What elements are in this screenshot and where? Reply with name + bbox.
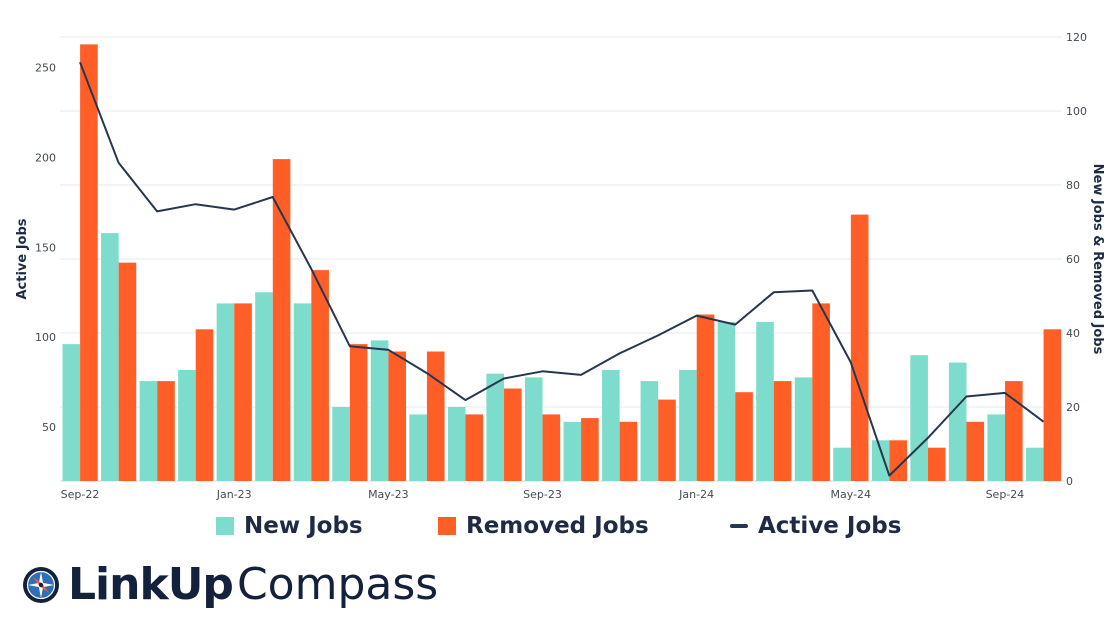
new-jobs-bar — [332, 407, 350, 481]
legend-item-removed-jobs: Removed Jobs — [438, 506, 649, 546]
new-jobs-bar — [948, 362, 967, 481]
left-axis-ticks: 50 100 150 200 250 — [35, 62, 56, 435]
removed-jobs-bar — [157, 381, 175, 481]
new-jobs-bar — [216, 303, 235, 481]
right-axis-ticks: 0 20 40 60 80 100 120 — [1066, 31, 1087, 488]
brand-wordmark: LinkUpCompass — [68, 560, 438, 610]
new-jobs-bar — [871, 440, 890, 481]
left-axis-tick-label: 100 — [35, 331, 56, 344]
line-series — [79, 61, 1045, 477]
x-axis-tick-label: Sep-24 — [986, 488, 1025, 501]
removed-jobs-bar — [619, 421, 638, 481]
removed-jobs-bar — [927, 447, 946, 481]
brand-name-light: Compass — [236, 559, 439, 610]
removed-jobs-bar — [195, 329, 214, 481]
new-jobs-bar — [602, 370, 620, 481]
combo-chart: Sep-22 Jan-23 May-23 Sep-23 Jan-24 May-24 Sep-… — [15, 31, 1105, 501]
new-jobs-bar — [717, 321, 736, 481]
removed-jobs-swatch — [438, 517, 456, 535]
legend-item-new-jobs: New Jobs — [216, 506, 363, 546]
removed-jobs-bar — [388, 351, 407, 481]
removed-jobs-bar — [658, 399, 676, 481]
legend-label-removed-jobs: Removed Jobs — [466, 513, 649, 539]
active-jobs-swatch — [730, 524, 748, 528]
brand-name-bold: LinkUp — [68, 559, 234, 610]
brand-logo: LinkUpCompass — [22, 560, 438, 610]
chart-legend: New Jobs Removed Jobs Active Jobs — [0, 506, 1120, 546]
compass-icon — [23, 567, 59, 603]
new-jobs-swatch — [216, 517, 234, 535]
active-jobs-line — [79, 61, 1045, 477]
removed-jobs-bar — [735, 392, 753, 481]
right-axis-tick-label: 120 — [1066, 31, 1087, 44]
x-axis-tick-label: Jan-23 — [216, 488, 252, 501]
removed-jobs-bar — [118, 262, 137, 481]
removed-jobs-bar — [850, 214, 869, 481]
removed-jobs-bar — [80, 44, 98, 482]
new-jobs-bar — [910, 355, 928, 481]
new-jobs-bar — [447, 407, 466, 481]
removed-jobs-bar — [504, 388, 522, 481]
x-axis-tick-label: Sep-23 — [523, 488, 562, 501]
removed-jobs-bar — [773, 381, 792, 481]
removed-jobs-bar — [966, 421, 985, 481]
removed-jobs-bar — [311, 270, 329, 481]
x-axis-tick-label: May-24 — [831, 488, 872, 501]
left-axis-tick-label: 250 — [35, 62, 56, 75]
removed-jobs-bar — [812, 303, 830, 481]
removed-jobs-bar — [1043, 329, 1062, 481]
x-axis-ticks: Sep-22 Jan-23 May-23 Sep-23 Jan-24 May-24 Sep-… — [61, 488, 1025, 501]
right-axis-tick-label: 40 — [1066, 327, 1080, 340]
left-axis-tick-label: 200 — [35, 151, 56, 164]
new-jobs-bar — [139, 381, 158, 481]
new-jobs-bar — [524, 377, 543, 481]
right-axis-tick-label: 20 — [1066, 401, 1080, 414]
new-jobs-bar — [101, 233, 119, 481]
legend-item-active-jobs: Active Jobs — [730, 506, 901, 546]
x-axis-tick-label: Sep-22 — [61, 488, 100, 501]
right-axis-tick-label: 80 — [1066, 179, 1080, 192]
new-jobs-bar — [1025, 447, 1044, 481]
removed-jobs-bar — [696, 314, 715, 481]
removed-jobs-bar — [272, 159, 291, 481]
right-axis-tick-label: 100 — [1066, 105, 1087, 118]
left-axis-title: Active Jobs — [15, 218, 30, 299]
removed-jobs-bar — [349, 344, 368, 481]
new-jobs-bar — [370, 340, 389, 481]
new-jobs-bar — [255, 292, 273, 481]
removed-jobs-bar — [542, 414, 561, 481]
new-jobs-bar — [756, 321, 774, 481]
right-axis-tick-label: 0 — [1066, 475, 1073, 488]
new-jobs-bar — [987, 414, 1006, 481]
right-axis-tick-label: 60 — [1066, 253, 1080, 266]
new-jobs-bar — [178, 370, 196, 481]
legend-label-active-jobs: Active Jobs — [758, 513, 902, 539]
x-axis-tick-label: Jan-24 — [678, 488, 714, 501]
right-axis-title: New Jobs & Removed Jobs — [1090, 164, 1105, 355]
left-axis-tick-label: 150 — [35, 241, 56, 254]
new-jobs-bar — [833, 447, 851, 481]
removed-jobs-bar — [465, 414, 484, 481]
new-jobs-bar — [640, 381, 659, 481]
left-axis-tick-label: 50 — [42, 421, 56, 434]
new-jobs-bar — [679, 370, 697, 481]
new-jobs-bar — [794, 377, 813, 481]
removed-jobs-bar — [581, 418, 599, 481]
bar-series — [62, 44, 1062, 482]
legend-label-new-jobs: New Jobs — [244, 513, 363, 539]
x-axis-tick-label: May-23 — [368, 488, 409, 501]
new-jobs-bar — [62, 344, 81, 481]
removed-jobs-bar — [1005, 381, 1023, 481]
new-jobs-bar — [563, 421, 582, 481]
new-jobs-bar — [293, 303, 312, 481]
removed-jobs-bar — [426, 351, 445, 481]
new-jobs-bar — [409, 414, 427, 481]
removed-jobs-bar — [234, 303, 252, 481]
new-jobs-bar — [486, 373, 505, 481]
